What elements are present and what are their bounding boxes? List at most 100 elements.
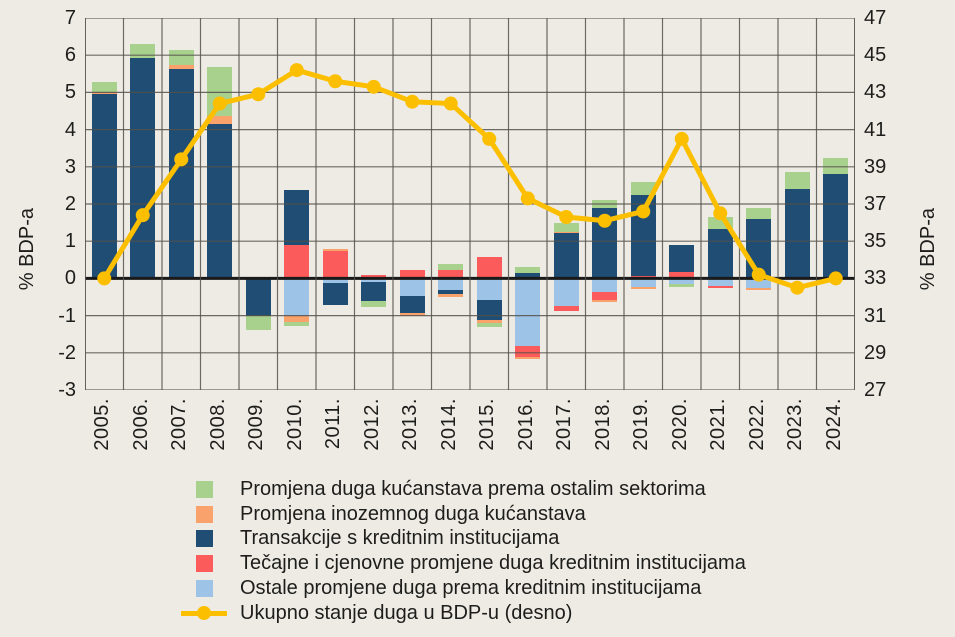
bar-segment-other_sectors	[515, 266, 541, 273]
legend-label: Promjena duga kućanstava prema ostalim s…	[240, 477, 706, 500]
legend-item: Ukupno stanje duga u BDP-u (desno)	[180, 601, 746, 626]
bar-segment-transactions	[245, 278, 271, 316]
bar-segment-other_sectors	[361, 301, 387, 308]
x-tick-label: 2010.	[283, 398, 306, 451]
bar-segment-other_changes	[746, 278, 772, 288]
bar-segment-transactions	[784, 189, 810, 279]
bar-segment-fx_price	[669, 271, 695, 279]
bar-segment-other_sectors	[168, 49, 194, 66]
legend-line-icon	[180, 606, 228, 621]
bar-segment-other_sectors	[284, 322, 310, 326]
legend-item: Transakcije s kreditnim institucijama	[180, 527, 746, 552]
legend-swatch-cell	[180, 530, 228, 548]
bar-segment-transactions	[476, 299, 502, 320]
bar-segment-fx_price	[284, 244, 310, 279]
bars-layer	[85, 18, 855, 390]
bar-segment-transactions	[823, 174, 849, 279]
bar-segment-transactions	[130, 57, 156, 279]
bar-segment-other_changes	[553, 278, 579, 306]
bar-segment-other_changes	[399, 278, 425, 296]
legend-swatch-icon	[195, 505, 213, 523]
bar-segment-transactions	[669, 244, 695, 272]
bar-segment-other_sectors	[669, 284, 695, 287]
right-axis-tick: 33	[864, 267, 887, 290]
left-axis-title: % BDP-a	[16, 208, 38, 291]
bar-segment-transactions	[553, 233, 579, 279]
bar-segment-foreign_debt	[746, 287, 772, 290]
bar-segment-transactions	[361, 282, 387, 302]
right-axis-tick: 39	[864, 155, 887, 178]
bar-segment-fx_price	[592, 291, 618, 300]
x-tick-label: 2007.	[168, 398, 191, 451]
bar-segment-other_sectors	[476, 322, 502, 327]
bar-segment-other_sectors	[91, 82, 117, 93]
x-tick-label: 2023.	[784, 398, 807, 451]
bar-segment-foreign_debt	[476, 319, 502, 323]
bar-segment-fx_price	[707, 285, 733, 288]
bar-segment-foreign_debt	[553, 231, 579, 234]
right-axis-tick: 29	[864, 341, 887, 364]
bar-segment-fx_price	[476, 256, 502, 279]
bar-segment-other_sectors	[553, 223, 579, 232]
legend-item: Promjena duga kućanstava prema ostalim s…	[180, 477, 746, 502]
bar-segment-other_changes	[476, 278, 502, 300]
x-tick-label: 2018.	[591, 398, 614, 451]
legend-label: Ostale promjene duga prema kreditnim ins…	[240, 577, 702, 600]
x-tick-label: 2009.	[245, 398, 268, 451]
bar-segment-other_sectors	[823, 157, 849, 175]
left-axis-tick: 5	[64, 81, 76, 104]
bar-segment-transactions	[284, 189, 310, 245]
bar-segment-transactions	[592, 208, 618, 279]
x-tick-label: 2021.	[707, 398, 730, 451]
left-axis-tick: -2	[58, 341, 76, 364]
left-axis-tick: 3	[64, 155, 76, 178]
bar-segment-other_changes	[707, 278, 733, 286]
left-axis-tick: 6	[64, 44, 76, 67]
bar-segment-foreign_debt	[399, 313, 425, 316]
left-axis-tick: 2	[64, 193, 76, 215]
bar-segment-other_changes	[592, 278, 618, 292]
x-tick-label: 2020.	[668, 398, 691, 451]
bar-segment-other_sectors	[438, 263, 464, 271]
legend-item: Promjena inozemnog duga kućanstava	[180, 502, 746, 527]
legend-item: Ostale promjene duga prema kreditnim ins…	[180, 576, 746, 601]
bar-segment-other_changes	[438, 278, 464, 290]
bar-segment-transactions	[630, 194, 656, 276]
bar-segment-other_changes	[284, 278, 310, 316]
line-with-marker-icon	[181, 606, 227, 621]
legend-swatch-icon	[195, 580, 213, 598]
right-axis-tick: 35	[864, 230, 887, 253]
bar-segment-other_sectors	[784, 171, 810, 190]
left-axis-tick: 0	[64, 267, 76, 290]
bar-segment-transactions	[746, 218, 772, 279]
bar-segment-other_changes	[515, 278, 541, 347]
bar-segment-transactions	[322, 282, 348, 306]
bar-segment-foreign_debt	[438, 294, 464, 297]
right-axis-tick: 45	[864, 44, 887, 67]
x-tick-label: 2006.	[129, 398, 152, 451]
left-axis-tick: 4	[64, 118, 76, 141]
x-tick-label: 2017.	[553, 398, 576, 451]
bar-segment-fx_price	[322, 250, 348, 279]
right-axis-title: % BDP-a	[917, 208, 939, 291]
legend-swatch-cell	[180, 555, 228, 573]
bar-segment-foreign_debt	[630, 286, 656, 290]
bar-segment-other_sectors	[746, 207, 772, 219]
x-tick-label: 2016.	[514, 398, 537, 451]
right-axis-tick: 37	[864, 193, 887, 215]
bar-segment-fx_price	[553, 305, 579, 311]
left-axis-tick: 7	[64, 7, 76, 29]
legend-swatch-cell	[180, 480, 228, 498]
bar-segment-foreign_debt	[91, 92, 117, 95]
legend: Promjena duga kućanstava prema ostalim s…	[180, 477, 746, 626]
bar-segment-foreign_debt	[168, 65, 194, 70]
legend-label: Tečajne i cjenovne promjene duga kreditn…	[240, 552, 746, 575]
bar-segment-fx_price	[438, 270, 464, 279]
legend-swatch-cell	[180, 580, 228, 598]
bar-segment-other_sectors	[592, 199, 618, 209]
right-axis-tick: 41	[864, 118, 887, 141]
bar-segment-fx_price	[515, 346, 541, 357]
bar-segment-transactions	[438, 289, 464, 294]
x-tick-label: 2008.	[206, 398, 229, 451]
